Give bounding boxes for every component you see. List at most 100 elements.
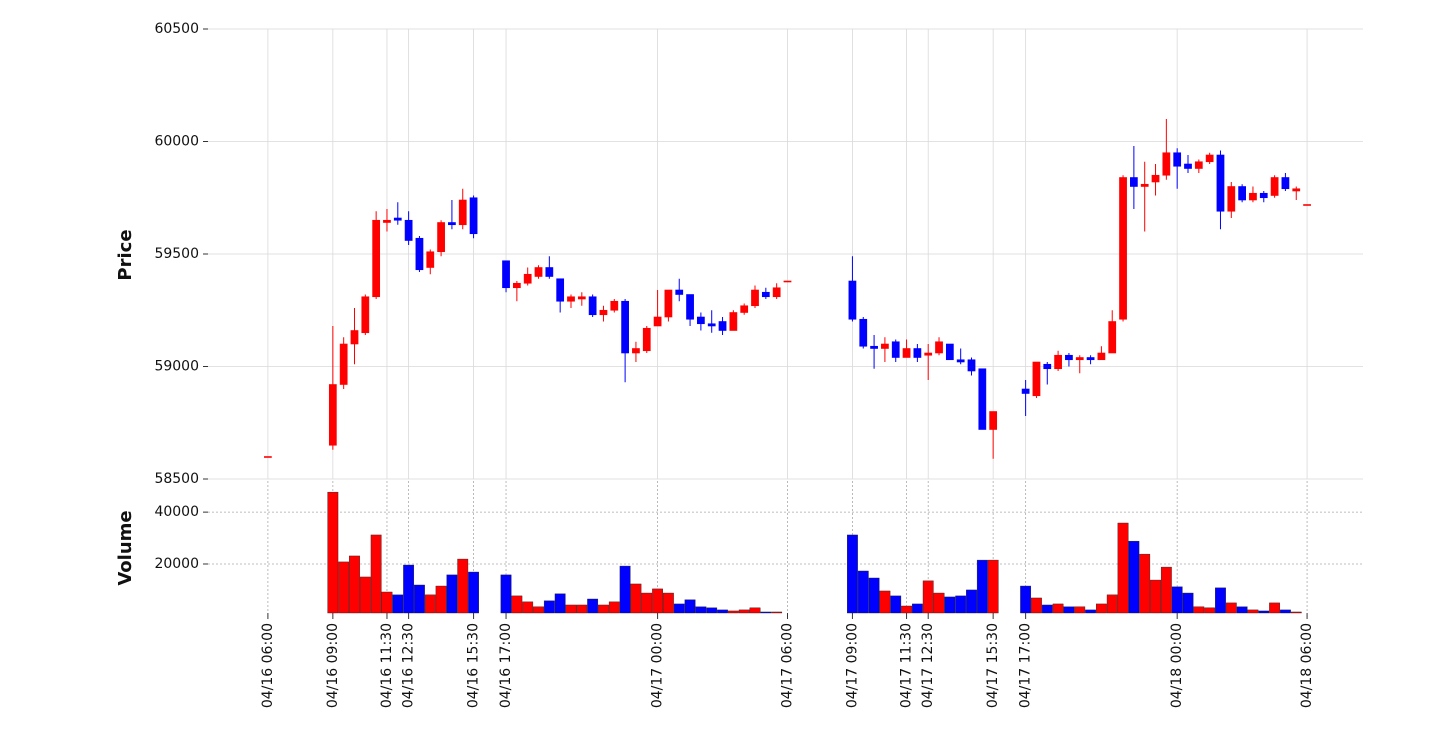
candle-body [632, 348, 640, 354]
volume-bar [760, 611, 772, 614]
candle-body [859, 318, 868, 347]
volume-bar [1031, 597, 1042, 614]
y-tick-label: 60500 [154, 21, 199, 37]
x-tick-label: 04/17 15:30 [985, 623, 1001, 708]
volume-bar [608, 601, 620, 614]
volume-bar [522, 601, 534, 614]
volume-bar [338, 561, 350, 614]
candle-body [707, 323, 716, 327]
volume-bar [1020, 585, 1032, 614]
candle-body [848, 280, 857, 320]
candle-body [372, 219, 381, 298]
candle-body [913, 348, 922, 358]
volume-bar [901, 605, 912, 614]
volume-bar [987, 559, 999, 614]
volume-bar [511, 595, 523, 614]
volume-bar [684, 599, 696, 614]
candle-body [415, 237, 424, 271]
candle-body [1227, 186, 1236, 212]
volume-bar [663, 592, 674, 614]
volume-bar [966, 589, 977, 614]
candle-body [1086, 357, 1095, 361]
candle-body [458, 199, 467, 226]
candle-body [989, 411, 998, 430]
volume-bar [1204, 607, 1216, 614]
price-axis-title: Price [115, 229, 136, 280]
candle-body [328, 384, 337, 446]
volume-bar [771, 611, 783, 614]
volume-bar [630, 583, 642, 614]
volume-bar [500, 574, 512, 614]
x-tick-label: 04/16 17:00 [498, 623, 514, 708]
candle-body [642, 327, 651, 352]
volume-bar [392, 594, 404, 614]
candle-body [1119, 177, 1127, 320]
volume-bar [349, 555, 360, 614]
candle-body [697, 316, 705, 325]
volume-bar [565, 604, 577, 614]
candle-body [1162, 152, 1171, 176]
candle-body [437, 222, 445, 253]
volume-bar [717, 609, 728, 614]
candle-body [1303, 204, 1311, 206]
candle-body [1075, 357, 1084, 361]
volume-bar [1063, 606, 1075, 614]
candle-body [502, 260, 510, 289]
volume-bar [1290, 611, 1302, 614]
candle-body [448, 222, 456, 226]
candle-body [610, 300, 619, 311]
x-tick-label: 04/17 09:00 [844, 623, 860, 708]
volume-bar [868, 577, 880, 614]
candle-body [404, 219, 413, 241]
volume-bar [706, 607, 718, 614]
candle-body [339, 343, 348, 385]
candle-body [956, 359, 965, 363]
candle-body [729, 312, 738, 331]
candle-body [945, 343, 954, 361]
candle-body [1259, 192, 1268, 199]
candle-body [1032, 361, 1041, 397]
volume-bar [1171, 586, 1183, 614]
candle-body [653, 316, 662, 327]
candle-body [783, 280, 792, 283]
volume-bar [1236, 606, 1248, 614]
volume-bar [1258, 610, 1270, 614]
volume-bar [435, 585, 447, 614]
volume-bar [619, 565, 631, 614]
x-tick-label: 04/16 12:30 [401, 623, 417, 708]
volume-bar [1128, 540, 1140, 614]
candle-body [1108, 321, 1117, 354]
volume-bar [587, 598, 599, 614]
volume-bar [890, 595, 902, 614]
volume-y-tick-label: 40000 [154, 504, 199, 520]
volume-bar [1052, 603, 1064, 614]
x-tick-label: 04/16 15:30 [466, 623, 482, 708]
candle-body [1281, 177, 1290, 190]
candle-body [1140, 183, 1149, 187]
volume-bar [879, 590, 891, 614]
candle-body [1184, 163, 1192, 169]
volume-bar [933, 592, 945, 614]
candle-body [599, 309, 608, 316]
volume-bar [641, 592, 653, 614]
candle-body [761, 291, 770, 298]
candle-body [1097, 352, 1106, 361]
volume-bar [1269, 602, 1280, 614]
volume-bar [1085, 609, 1096, 614]
volume-bar [1041, 604, 1053, 614]
volume-bar [922, 580, 934, 614]
candle-body [1021, 388, 1030, 394]
candle-body [1130, 177, 1138, 187]
y-tick-label: 59000 [154, 359, 199, 375]
volume-bar [1150, 579, 1161, 614]
candle-body [545, 267, 554, 277]
candle-body [567, 296, 575, 302]
x-tick-label: 04/17 12:30 [920, 623, 936, 708]
y-tick-label: 58500 [154, 471, 199, 487]
candle-body [523, 273, 532, 284]
volume-bar [1225, 602, 1237, 614]
x-tick-label: 04/17 11:30 [899, 623, 915, 708]
candle-body [1292, 188, 1301, 192]
candle-body [1270, 177, 1279, 196]
